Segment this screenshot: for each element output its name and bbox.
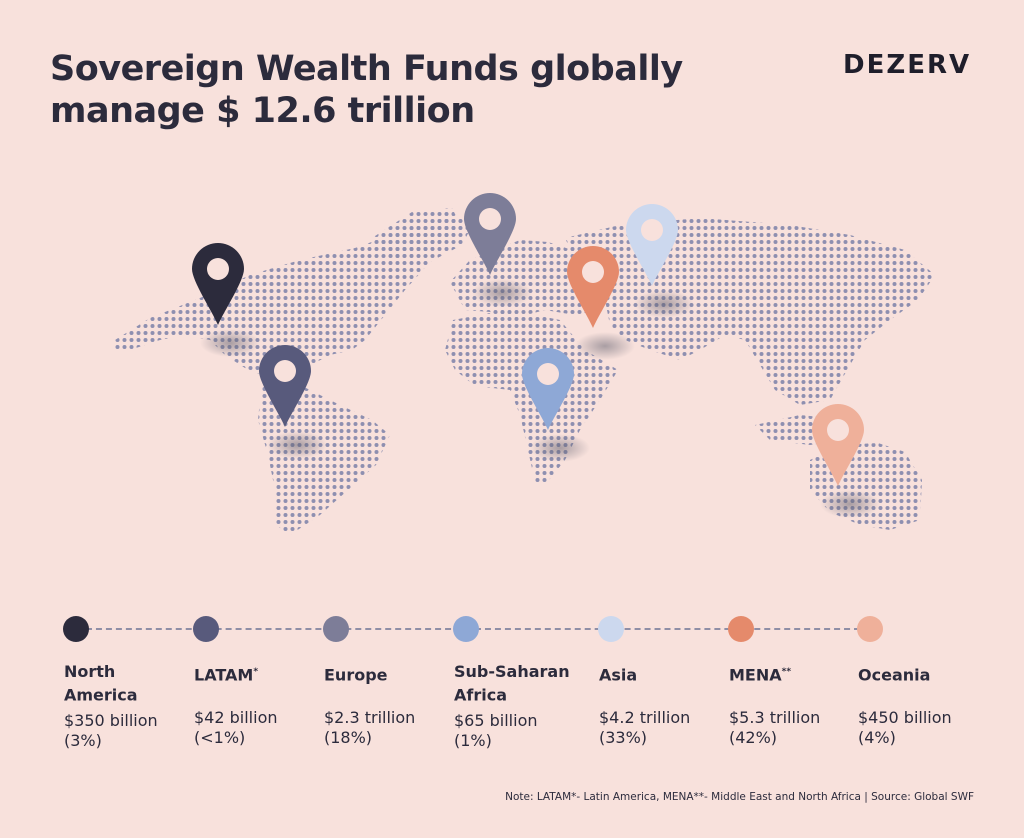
region-marker xyxy=(598,616,624,642)
region-share: (1%) xyxy=(454,731,594,751)
title-line-2: manage $ 12.6 trillion xyxy=(50,90,683,132)
location-pin-sub-saharan-africa-icon xyxy=(567,246,619,328)
region-share: (18%) xyxy=(324,728,464,748)
region-share: (33%) xyxy=(599,728,739,748)
pin-shadow xyxy=(530,434,590,462)
region-name: North America xyxy=(64,662,204,705)
region-amount: $65 billion xyxy=(454,711,594,731)
pin-shadow xyxy=(575,332,635,360)
region-amount: $2.3 trillion xyxy=(324,708,464,728)
pin-shadow xyxy=(200,329,260,357)
region-amount: $450 billion xyxy=(858,708,998,728)
region-mena: MENA** $5.3 trillion (42%) xyxy=(728,616,869,748)
region-name: Asia xyxy=(599,662,739,702)
region-marker xyxy=(728,616,754,642)
region-amount: $5.3 trillion xyxy=(729,708,869,728)
region-asia: Asia $4.2 trillion (33%) xyxy=(598,616,739,748)
region-amount: $350 billion xyxy=(64,711,204,731)
region-marker xyxy=(857,616,883,642)
location-pin-asia-icon xyxy=(626,204,678,286)
region-sub-saharan-africa: Sub-Saharan Africa $65 billion (1%) xyxy=(453,616,594,751)
region-name: Europe xyxy=(324,662,464,702)
region-name: Sub-Saharan Africa xyxy=(454,662,594,705)
pin-shadow xyxy=(634,290,694,318)
region-share: (<1%) xyxy=(194,728,334,748)
world-map xyxy=(112,193,935,535)
region-share: (42%) xyxy=(729,728,869,748)
location-pin-europe-icon xyxy=(464,193,516,275)
region-latam: LATAM* $42 billion (<1%) xyxy=(193,616,334,748)
region-name: MENA** xyxy=(729,662,869,702)
region-name: LATAM* xyxy=(194,662,334,702)
location-pin-oceania-icon xyxy=(812,404,864,486)
location-pin-north-america-icon xyxy=(192,243,244,325)
pin-shadow xyxy=(472,279,532,307)
region-amount: $42 billion xyxy=(194,708,334,728)
region-marker xyxy=(323,616,349,642)
footnote: Note: LATAM*- Latin America, MENA**- Mid… xyxy=(505,791,974,803)
region-share: (4%) xyxy=(858,728,998,748)
region-marker xyxy=(193,616,219,642)
page-title: Sovereign Wealth Funds globally manage $… xyxy=(50,48,683,132)
region-name: Oceania xyxy=(858,662,998,702)
title-line-1: Sovereign Wealth Funds globally xyxy=(50,48,683,90)
region-north-america: North America $350 billion (3%) xyxy=(63,616,204,751)
region-europe: Europe $2.3 trillion (18%) xyxy=(323,616,464,748)
pin-shadow xyxy=(267,431,327,459)
region-oceania: Oceania $450 billion (4%) xyxy=(857,616,998,748)
region-marker xyxy=(453,616,479,642)
location-pin-mena-icon xyxy=(522,348,574,430)
brand-logo: DEZERV xyxy=(843,50,971,80)
region-amount: $4.2 trillion xyxy=(599,708,739,728)
pin-shadow xyxy=(820,490,880,518)
location-pin-latam-icon xyxy=(259,345,311,427)
region-marker xyxy=(63,616,89,642)
region-share: (3%) xyxy=(64,731,204,751)
